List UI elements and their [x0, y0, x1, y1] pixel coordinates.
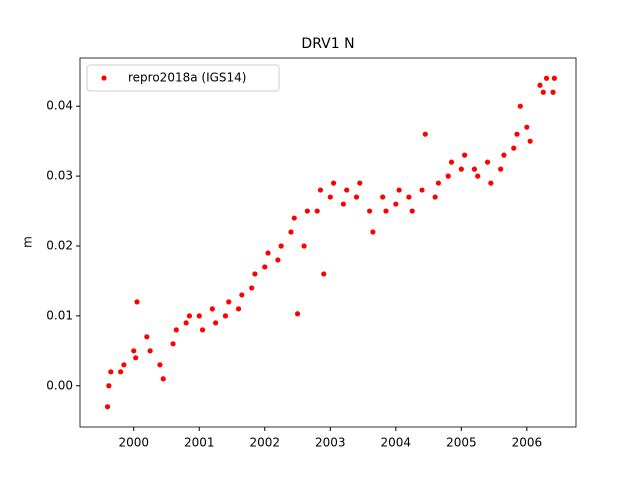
legend-label: repro2018a (IGS14): [128, 71, 246, 85]
legend-box: [86, 64, 280, 92]
point: [422, 131, 428, 137]
x-tick-label: 2006: [512, 436, 543, 450]
y-tick-label: 0.01: [46, 308, 73, 322]
point: [406, 194, 412, 200]
point: [265, 250, 271, 256]
point: [517, 103, 523, 109]
point: [262, 264, 268, 270]
point: [432, 194, 438, 200]
x-tick-label: 2002: [249, 436, 280, 450]
point: [147, 348, 153, 354]
point: [183, 320, 189, 326]
point: [409, 208, 415, 214]
y-tick-label: 0.00: [46, 378, 73, 392]
point: [498, 166, 504, 172]
point: [249, 285, 255, 291]
point: [222, 313, 229, 319]
point: [134, 299, 140, 305]
chart-title: DRV1 N: [301, 36, 354, 52]
point: [304, 208, 310, 214]
point: [448, 159, 455, 165]
x-tick-label: 2005: [446, 436, 477, 450]
point: [514, 131, 520, 137]
point: [226, 299, 232, 305]
point: [527, 138, 533, 144]
point: [301, 243, 307, 249]
point: [291, 215, 297, 221]
point: [543, 75, 550, 81]
point: [173, 327, 179, 333]
point: [170, 341, 176, 347]
point: [239, 292, 245, 298]
point: [353, 194, 360, 200]
point: [252, 271, 258, 277]
point: [344, 187, 350, 193]
point: [396, 187, 402, 193]
y-tick-label: 0.02: [46, 238, 73, 252]
point: [104, 404, 111, 410]
point: [327, 194, 333, 200]
point: [471, 166, 478, 172]
point: [540, 89, 546, 95]
point: [157, 362, 163, 368]
point: [235, 306, 242, 312]
point: [357, 180, 363, 186]
point: [275, 257, 281, 263]
point: [213, 320, 219, 326]
point: [160, 376, 166, 382]
point: [196, 313, 202, 319]
plot-frame: [79, 57, 577, 428]
point: [133, 355, 139, 361]
point: [551, 75, 557, 81]
point: [380, 194, 386, 200]
x-tick-label: 2001: [184, 436, 215, 450]
point: [524, 124, 530, 130]
point: [278, 243, 284, 249]
point: [475, 173, 481, 179]
point: [511, 145, 517, 151]
point: [340, 201, 346, 207]
point: [462, 152, 468, 158]
point: [419, 187, 425, 193]
y-tick-label: 0.04: [46, 99, 73, 113]
point: [106, 383, 112, 389]
point: [537, 82, 543, 88]
x-tick-label: 2000: [118, 436, 149, 450]
x-tick-label: 2003: [315, 436, 346, 450]
point: [294, 311, 301, 317]
point: [550, 89, 556, 95]
point: [121, 362, 127, 368]
point: [458, 166, 464, 172]
point: [317, 187, 324, 193]
point: [435, 180, 442, 186]
point: [108, 369, 114, 375]
point: [199, 327, 206, 333]
point: [445, 173, 451, 179]
point: [393, 201, 399, 207]
point: [186, 313, 193, 319]
point: [488, 180, 494, 186]
point: [288, 229, 294, 235]
y-axis-label: m: [21, 236, 35, 248]
legend-marker: [101, 75, 107, 81]
point: [370, 229, 376, 235]
point: [144, 334, 150, 340]
y-tick-label: 0.03: [46, 169, 73, 183]
point: [321, 271, 327, 277]
point: [118, 369, 124, 375]
point: [209, 306, 215, 312]
point: [314, 208, 320, 214]
point: [131, 348, 137, 354]
point: [367, 208, 373, 214]
point: [484, 159, 491, 165]
x-tick-label: 2004: [381, 436, 412, 450]
point: [330, 180, 337, 186]
point: [383, 208, 389, 214]
point: [501, 152, 507, 158]
